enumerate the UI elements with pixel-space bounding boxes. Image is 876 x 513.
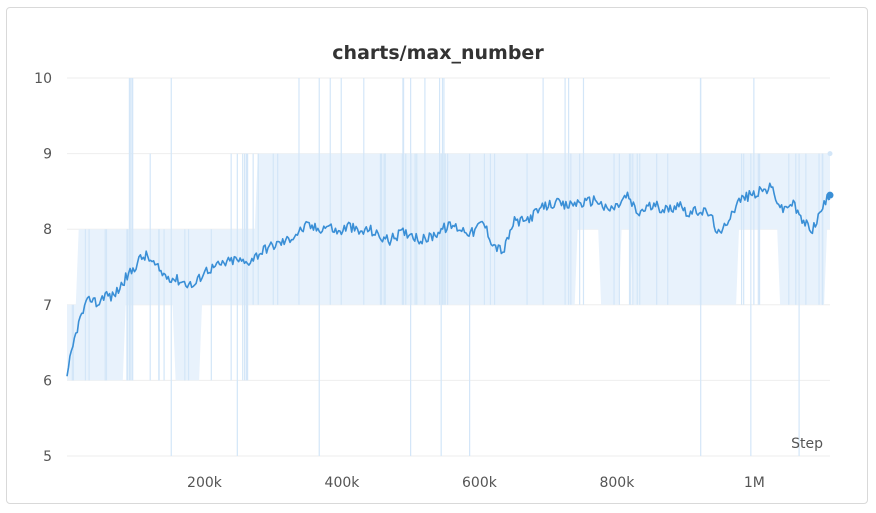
smoothed-line bbox=[66, 182, 831, 377]
x-tick-label: 1M bbox=[744, 475, 765, 491]
raw-range-band bbox=[67, 153, 830, 381]
y-tick-label: 7 bbox=[43, 298, 52, 314]
y-tick-label: 10 bbox=[34, 71, 52, 87]
x-tick-label: 200k bbox=[187, 475, 223, 491]
x-axis-ticks: 200k 400k 600k 800k 1M bbox=[187, 475, 765, 491]
y-tick-label: 6 bbox=[43, 373, 52, 389]
y-tick-label: 5 bbox=[43, 449, 52, 465]
y-axis-ticks: 5 6 7 8 9 10 bbox=[34, 71, 52, 465]
x-axis-title: Step bbox=[791, 436, 823, 452]
raw-band-area bbox=[67, 153, 830, 381]
x-tick-label: 800k bbox=[599, 475, 635, 491]
raw-spikes bbox=[71, 78, 824, 456]
x-tick-label: 400k bbox=[325, 475, 361, 491]
x-tick-label: 600k bbox=[462, 475, 498, 491]
y-tick-label: 9 bbox=[43, 147, 52, 163]
y-tick-label: 8 bbox=[43, 222, 52, 238]
end-point-marker bbox=[826, 191, 834, 199]
raw-end-point-marker bbox=[827, 151, 833, 157]
chart-title: charts/max_number bbox=[332, 42, 544, 64]
smoothed-series bbox=[66, 151, 834, 377]
